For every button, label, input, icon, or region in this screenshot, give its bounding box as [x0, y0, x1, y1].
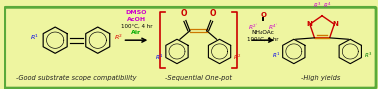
- Text: N: N: [306, 21, 312, 27]
- Text: NH₄OAc: NH₄OAc: [252, 30, 274, 35]
- FancyBboxPatch shape: [5, 7, 376, 88]
- Text: DMSO: DMSO: [125, 10, 147, 15]
- Text: $R^1$: $R^1$: [272, 51, 280, 60]
- Text: -Good substrate scope compatibility: -Good substrate scope compatibility: [16, 75, 136, 82]
- Text: 100°C, 4 hr: 100°C, 4 hr: [121, 23, 152, 28]
- Text: AcOH: AcOH: [127, 17, 146, 22]
- Text: 100°C, 4 hr: 100°C, 4 hr: [247, 36, 279, 41]
- Text: $R^{2'}$: $R^{2'}$: [248, 22, 258, 32]
- Text: O: O: [260, 12, 266, 18]
- Text: O: O: [181, 9, 187, 18]
- Text: Air: Air: [131, 30, 141, 35]
- Text: $R^3$: $R^3$: [364, 51, 372, 60]
- Text: N: N: [332, 21, 338, 27]
- Text: -Sequential One-pot: -Sequential One-pot: [165, 75, 232, 82]
- Text: $R^2$: $R^2$: [234, 52, 242, 62]
- Text: $R^2$: $R^2$: [114, 33, 123, 42]
- Text: $R^3$: $R^3$: [313, 1, 321, 10]
- Text: $R^{4'}$: $R^{4'}$: [268, 22, 278, 32]
- Text: $R^1$: $R^1$: [155, 52, 163, 62]
- Text: $R^1$: $R^1$: [30, 33, 39, 42]
- Text: $R^4$: $R^4$: [323, 1, 331, 10]
- Text: O: O: [209, 9, 216, 18]
- Text: -High yields: -High yields: [301, 75, 340, 82]
